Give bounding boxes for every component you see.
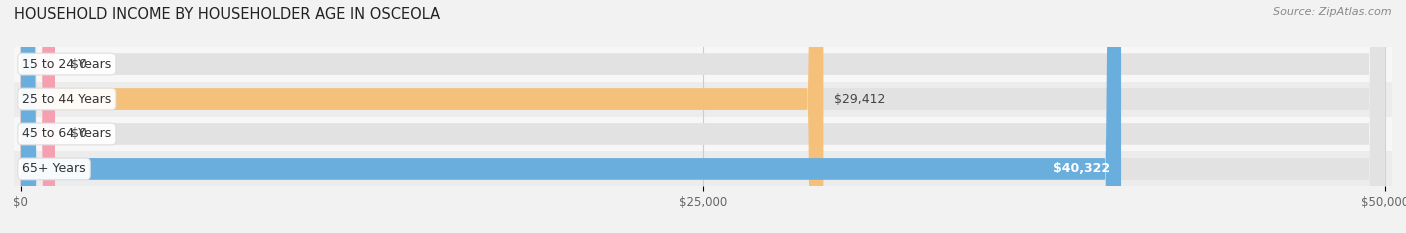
Bar	[14, 151, 1392, 186]
FancyBboxPatch shape	[21, 0, 824, 233]
FancyBboxPatch shape	[21, 0, 55, 233]
FancyBboxPatch shape	[21, 0, 1121, 233]
Text: 65+ Years: 65+ Years	[22, 162, 86, 175]
Text: 25 to 44 Years: 25 to 44 Years	[22, 93, 111, 106]
Bar	[14, 47, 1392, 82]
Text: $0: $0	[72, 127, 87, 140]
FancyBboxPatch shape	[21, 0, 1385, 233]
Text: $40,322: $40,322	[1053, 162, 1111, 175]
Text: 45 to 64 Years: 45 to 64 Years	[22, 127, 111, 140]
FancyBboxPatch shape	[21, 0, 1385, 233]
FancyBboxPatch shape	[21, 0, 55, 233]
Text: Source: ZipAtlas.com: Source: ZipAtlas.com	[1274, 7, 1392, 17]
FancyBboxPatch shape	[21, 0, 1385, 233]
Text: HOUSEHOLD INCOME BY HOUSEHOLDER AGE IN OSCEOLA: HOUSEHOLD INCOME BY HOUSEHOLDER AGE IN O…	[14, 7, 440, 22]
Text: $0: $0	[72, 58, 87, 71]
FancyBboxPatch shape	[21, 0, 1385, 233]
Bar	[14, 82, 1392, 116]
Bar	[14, 116, 1392, 151]
Text: $29,412: $29,412	[834, 93, 886, 106]
Text: 15 to 24 Years: 15 to 24 Years	[22, 58, 111, 71]
